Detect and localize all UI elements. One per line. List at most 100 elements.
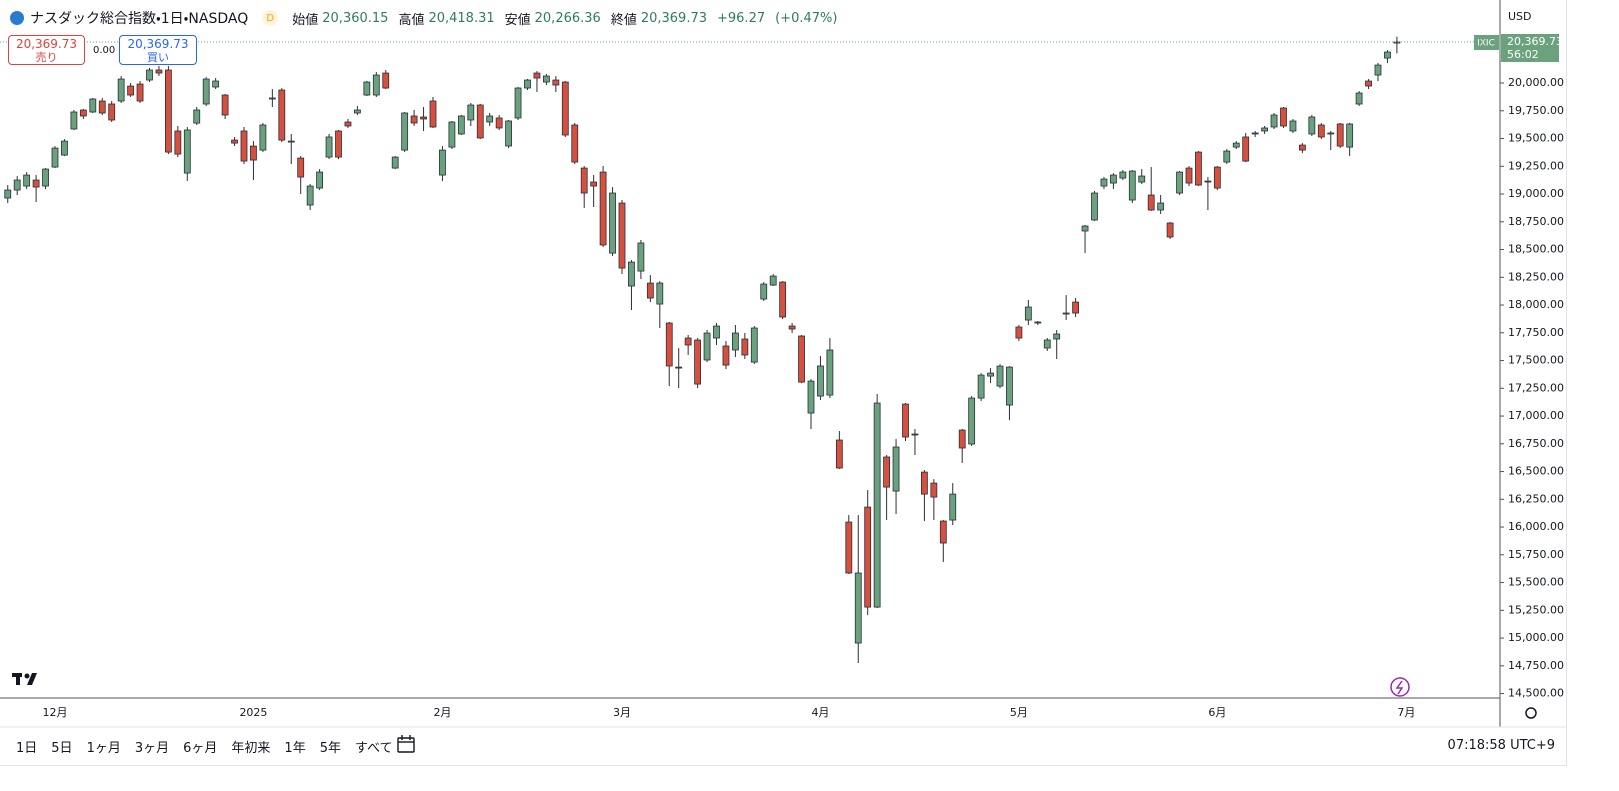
currency[interactable]: USD — [1508, 10, 1532, 23]
candle-body — [23, 174, 31, 187]
range-button[interactable]: すべて — [354, 740, 393, 756]
x-tick-label: 2月 — [433, 706, 451, 719]
buy-label: 買い — [147, 51, 169, 64]
candle-body — [580, 167, 588, 194]
sell-label: 売り — [35, 51, 58, 64]
range-button[interactable]: 5年 — [319, 740, 341, 756]
candle-body — [930, 482, 938, 498]
candle-body — [1043, 339, 1051, 349]
candle-body — [561, 81, 569, 136]
low-label: 安値 — [504, 12, 531, 28]
y-tick-label: 18,500.00 — [1508, 243, 1564, 256]
candle-body — [363, 81, 371, 96]
candle-body — [656, 282, 664, 305]
candle-body — [968, 397, 976, 445]
candle-body — [911, 433, 919, 436]
open-label: 始値 — [292, 12, 319, 28]
candle-body — [439, 149, 446, 176]
candle-body — [1081, 225, 1089, 232]
candle-body — [1100, 178, 1108, 187]
chart: IXIC 20,369.73 56:02 14,500.00 14,750.00 1… — [0, 0, 1567, 753]
chart-frame: IXIC 20,369.73 56:02 14,500.00 14,750.00 1… — [0, 0, 1567, 766]
candle-body — [1176, 171, 1183, 194]
candle-body — [722, 345, 730, 366]
candle-body — [873, 402, 881, 608]
candle-body — [939, 520, 947, 544]
candle-body — [637, 242, 645, 272]
candle-body — [618, 202, 626, 269]
candle-body — [457, 115, 465, 135]
candle-body — [429, 100, 437, 128]
symbol-tag: IXIC — [1477, 39, 1495, 49]
candle-body — [694, 339, 701, 385]
candle-body — [1355, 92, 1363, 105]
candle-body — [892, 446, 900, 492]
candle-body — [495, 117, 503, 129]
settings-icon[interactable] — [1525, 707, 1537, 719]
range-button[interactable]: 5日 — [51, 740, 73, 756]
candle-body — [1119, 171, 1127, 179]
candle-body — [1015, 326, 1023, 339]
candle-body — [476, 104, 484, 139]
range-button[interactable]: 1日 — [16, 740, 38, 756]
candle-body — [977, 374, 985, 399]
sell-button[interactable]: 20,369.73 売り — [8, 35, 85, 65]
y-tick-label: 19,500.00 — [1508, 132, 1564, 145]
candle-body — [1223, 150, 1231, 163]
lightning-icon[interactable] — [1390, 677, 1410, 697]
candle-body — [1327, 132, 1335, 135]
buy-button[interactable]: 20,369.73 買い — [119, 35, 197, 65]
range-button[interactable]: 年初来 — [231, 740, 271, 756]
candle-body — [609, 192, 616, 254]
legend: ナスダック総合指数・1日・NASDAQ D 始値 20,360.15 高値 20,4… — [10, 8, 843, 28]
candle-body — [854, 572, 862, 644]
candle-body — [599, 171, 607, 246]
range-button[interactable]: 1ヶ月 — [86, 740, 121, 756]
candle-body — [1346, 123, 1354, 148]
y-tick-label: 19,250.00 — [1508, 159, 1564, 172]
candle-body — [1166, 222, 1174, 238]
y-tick-label: 17,250.00 — [1508, 381, 1564, 394]
candle-body — [760, 283, 768, 300]
candle-body — [448, 121, 456, 148]
candle-body — [1128, 170, 1136, 201]
range-button[interactable]: 6ヶ月 — [183, 740, 218, 756]
symbol-icon — [10, 11, 24, 25]
high-label: 高値 — [398, 12, 425, 28]
candle-body — [1204, 180, 1212, 183]
calendar-icon[interactable] — [397, 735, 415, 753]
x-tick-label: 6月 — [1208, 706, 1226, 719]
candle-body — [552, 79, 560, 86]
candle-body — [505, 120, 513, 147]
symbol[interactable]: ナスダック総合指数・1日・NASDAQ — [30, 11, 249, 27]
candle-body — [524, 79, 531, 89]
y-tick-label: 15,500.00 — [1508, 576, 1564, 589]
candle-body — [117, 78, 125, 102]
y-tick-label: 20,000.00 — [1508, 76, 1564, 89]
range-button[interactable]: 3ヶ月 — [134, 740, 170, 756]
y-tick-label: 16,000.00 — [1508, 520, 1564, 533]
candle-body — [1261, 127, 1268, 132]
candle-body — [335, 130, 342, 158]
candle-body — [353, 109, 361, 114]
toolbar: 1日 5日 1ヶ月 3ヶ月 6ヶ月 年初来 1年 5年 すべて 07:18:58 UTC+9 — [0, 727, 1567, 765]
candle-body — [741, 338, 749, 356]
x-tick-label: 3月 — [613, 706, 631, 719]
candle-body — [1289, 120, 1297, 132]
candle-body — [268, 97, 276, 100]
range-button[interactable]: 1年 — [284, 740, 306, 756]
candle-body — [32, 179, 40, 188]
candle-body — [628, 261, 635, 287]
candle-body — [958, 429, 966, 449]
candle-body — [278, 89, 286, 141]
candle-body — [533, 72, 541, 79]
countdown: 56:02 — [1507, 48, 1539, 61]
candle-body — [183, 129, 191, 174]
candle-body — [202, 78, 210, 105]
candle-body — [1091, 192, 1098, 221]
close-value: 20,369.73 — [640, 10, 707, 26]
candle-body — [401, 112, 409, 151]
clock: 07:18:58 UTC+9 — [1447, 738, 1555, 753]
candle-body — [51, 147, 59, 168]
x-tick-label: 7月 — [1397, 706, 1415, 719]
